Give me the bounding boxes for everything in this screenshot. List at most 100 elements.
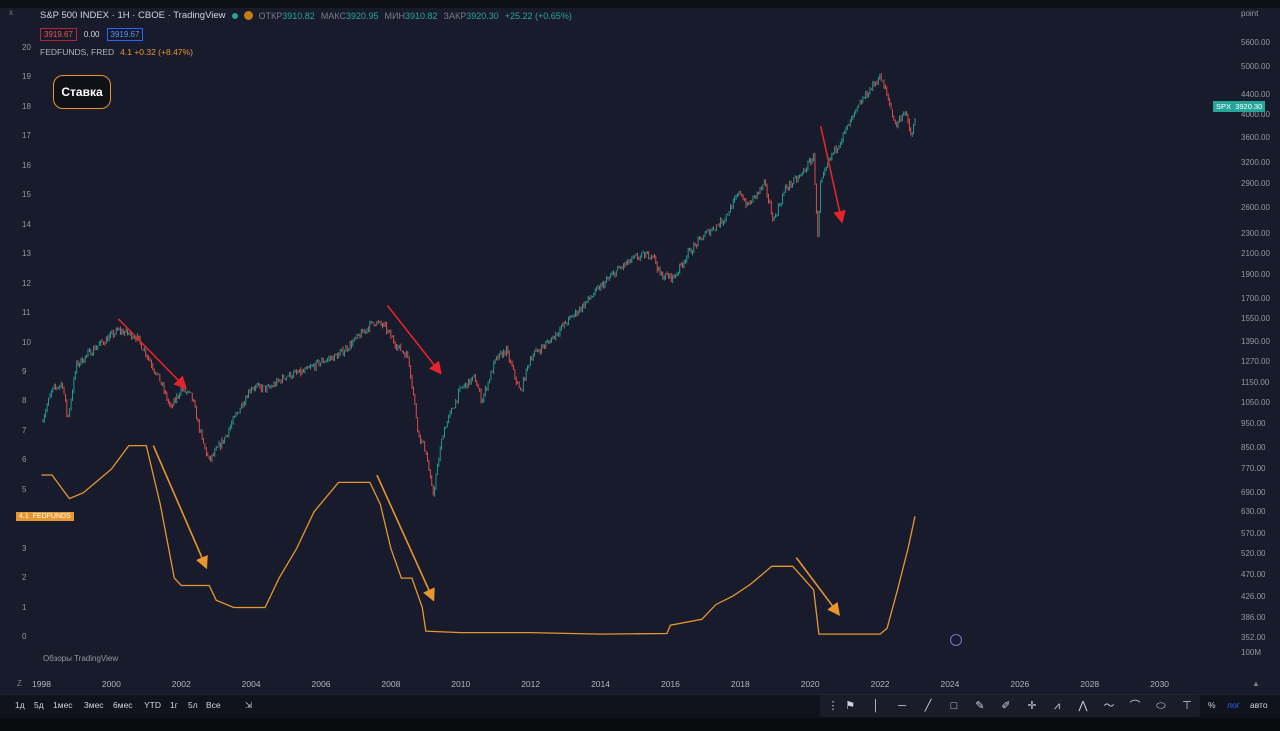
horizontal-line-icon[interactable]: ─ (898, 700, 906, 712)
right-axis-tick: 690.00 (1241, 487, 1266, 497)
timeframe-button[interactable]: 1д (15, 700, 25, 710)
symbol-title[interactable]: S&P 500 INDEX · 1H · CBOE · TradingView (40, 10, 226, 21)
percent-toggle[interactable]: % (1208, 700, 1216, 710)
drag-handle-icon[interactable]: ⋮ (827, 700, 839, 712)
right-axis-tick: 950.00 (1241, 419, 1266, 429)
left-axis-tick: 18 (22, 101, 31, 111)
right-axis-tick: 850.00 (1241, 443, 1266, 453)
left-axis-tick: 2 (22, 573, 27, 583)
zigzag-tool-icon[interactable]: 〜 (1103, 700, 1115, 712)
right-axis-tick: 3200.00 (1241, 158, 1270, 168)
fedfunds-legend-name: FEDFUNDS, FRED (40, 47, 115, 57)
right-axis-tick: 4000.00 (1241, 110, 1270, 120)
timeframe-button[interactable]: YTD (144, 700, 161, 710)
time-axis-tick: 2030 (1150, 679, 1170, 689)
time-axis-tick: 2028 (1080, 679, 1100, 689)
right-axis-tick: 1700.00 (1241, 294, 1270, 304)
right-axis-tick: 2300.00 (1241, 229, 1270, 239)
drawing-toolbar (820, 695, 1200, 717)
time-axis-tick: 2000 (101, 679, 121, 689)
crosshair-icon[interactable]: ✛ (1027, 700, 1037, 712)
time-axis-tick: 1998 (32, 679, 51, 689)
sell-button[interactable]: 3919.67 (40, 28, 77, 41)
rectangle-tool-icon[interactable]: □ (950, 700, 958, 712)
right-axis-tick: 426.00 (1241, 591, 1266, 601)
red-arrow-annotation[interactable] (117, 318, 187, 390)
right-axis-tick: 630.00 (1241, 507, 1266, 517)
time-axis-tick: 2018 (730, 679, 750, 689)
measure-tool-icon[interactable]: ⊤ (1182, 700, 1192, 712)
replay-clock-icon[interactable] (950, 634, 962, 646)
brush-tool-icon[interactable]: ✎ (975, 700, 985, 712)
right-axis-tick: 3600.00 (1241, 132, 1270, 142)
goto-date-icon[interactable]: ⇲ (245, 700, 253, 710)
right-axis-tick: 1390.00 (1241, 337, 1270, 347)
timeframe-button[interactable]: 3мес (84, 700, 104, 710)
time-axis-tick: 2012 (521, 679, 541, 689)
fedfunds-legend-value: 4.1 +0.32 (+8.47%) (120, 47, 193, 57)
red-arrow-annotation[interactable] (386, 304, 442, 375)
right-axis-tick: 1270.00 (1241, 356, 1270, 366)
left-axis-tick: 7 (22, 425, 27, 435)
left-axis-tick: 0 (22, 632, 27, 641)
left-axis-tick: 8 (22, 396, 27, 406)
left-axis-tick: 13 (22, 249, 31, 259)
vertical-line-icon[interactable]: │ (872, 700, 880, 712)
right-axis-tick: 4400.00 (1241, 89, 1270, 99)
right-axis-tick: 1550.00 (1241, 313, 1270, 323)
right-axis-tick: 770.00 (1241, 464, 1266, 474)
orange-arrow-annotation[interactable] (376, 474, 435, 602)
left-axis-tick: 3 (22, 543, 27, 553)
timeframe-button[interactable]: 1г (170, 700, 178, 710)
right-axis-tick: 5000.00 (1241, 62, 1270, 72)
bottom-edge (0, 718, 1280, 731)
curve-tool-icon[interactable]: ⌒ (1129, 700, 1141, 712)
change-stat: +25.22 (+0.65%) (504, 10, 572, 21)
auto-toggle[interactable]: авто (1250, 700, 1268, 710)
trend-line-icon[interactable]: ╱ (924, 700, 932, 712)
buy-button[interactable]: 3919.67 (106, 28, 144, 41)
pen-tool-icon[interactable]: ✐ (1001, 700, 1011, 712)
right-axis-tick: 386.00 (1241, 612, 1266, 622)
timeframe-button[interactable]: 1мес (53, 700, 73, 710)
left-axis-tick: 9 (22, 366, 27, 376)
left-axis-tick: 19 (22, 72, 31, 82)
left-axis-tick: 12 (22, 278, 31, 288)
pattern-tool-icon[interactable]: ⩘ (1053, 700, 1061, 712)
timeframe-button[interactable]: 5л (188, 700, 198, 710)
fedfunds-legend[interactable]: FEDFUNDS, FRED 4.1 +0.32 (+8.47%) (40, 47, 193, 57)
ellipse-tool-icon[interactable]: ⬭ (1156, 700, 1166, 712)
right-axis-tick: 2900.00 (1241, 179, 1270, 189)
spx-price-tag: SPX 3920.30 (1213, 101, 1266, 112)
left-axis-tick: 20 (22, 43, 31, 52)
right-axis-tick: 570.00 (1241, 528, 1266, 538)
fedfunds-line (41, 444, 916, 635)
top-edge (0, 0, 1280, 8)
log-toggle[interactable]: лог (1227, 700, 1240, 710)
left-axis-tick: 11 (22, 308, 31, 318)
elliott-wave-icon[interactable]: ⋀ (1078, 700, 1088, 712)
left-axis-tick: 10 (22, 337, 31, 347)
spread-value: 0.00 (83, 30, 100, 39)
timeframe-button[interactable]: 5д (34, 700, 44, 710)
red-arrow-annotation[interactable] (819, 126, 846, 224)
right-axis-tick: 1900.00 (1241, 270, 1270, 280)
right-axis-tick: 5600.00 (1241, 37, 1270, 47)
timeframe-button[interactable]: 6мес (113, 700, 133, 710)
right-axis-tick: 1150.00 (1241, 378, 1270, 388)
zoom-icon[interactable]: Z (17, 679, 22, 688)
tradingview-watermark: Обзоры TradingView (43, 654, 119, 663)
close-stat: ЗАКР3920.30 (443, 10, 499, 21)
orange-arrow-annotation[interactable] (795, 557, 841, 617)
flag-tool-icon[interactable]: ⚑ (845, 700, 855, 712)
high-stat: МАКС3920.95 (320, 10, 379, 21)
scroll-up-icon[interactable]: ▲ (1252, 679, 1260, 688)
time-axis-tick: 2010 (451, 679, 471, 689)
open-stat: ОТКР3910.82 (258, 10, 315, 21)
orange-arrow-annotation[interactable] (152, 445, 208, 570)
dividend-badge-icon[interactable] (243, 11, 253, 20)
time-axis-tick: 2006 (311, 679, 331, 689)
timeframe-button[interactable]: Все (206, 700, 221, 710)
